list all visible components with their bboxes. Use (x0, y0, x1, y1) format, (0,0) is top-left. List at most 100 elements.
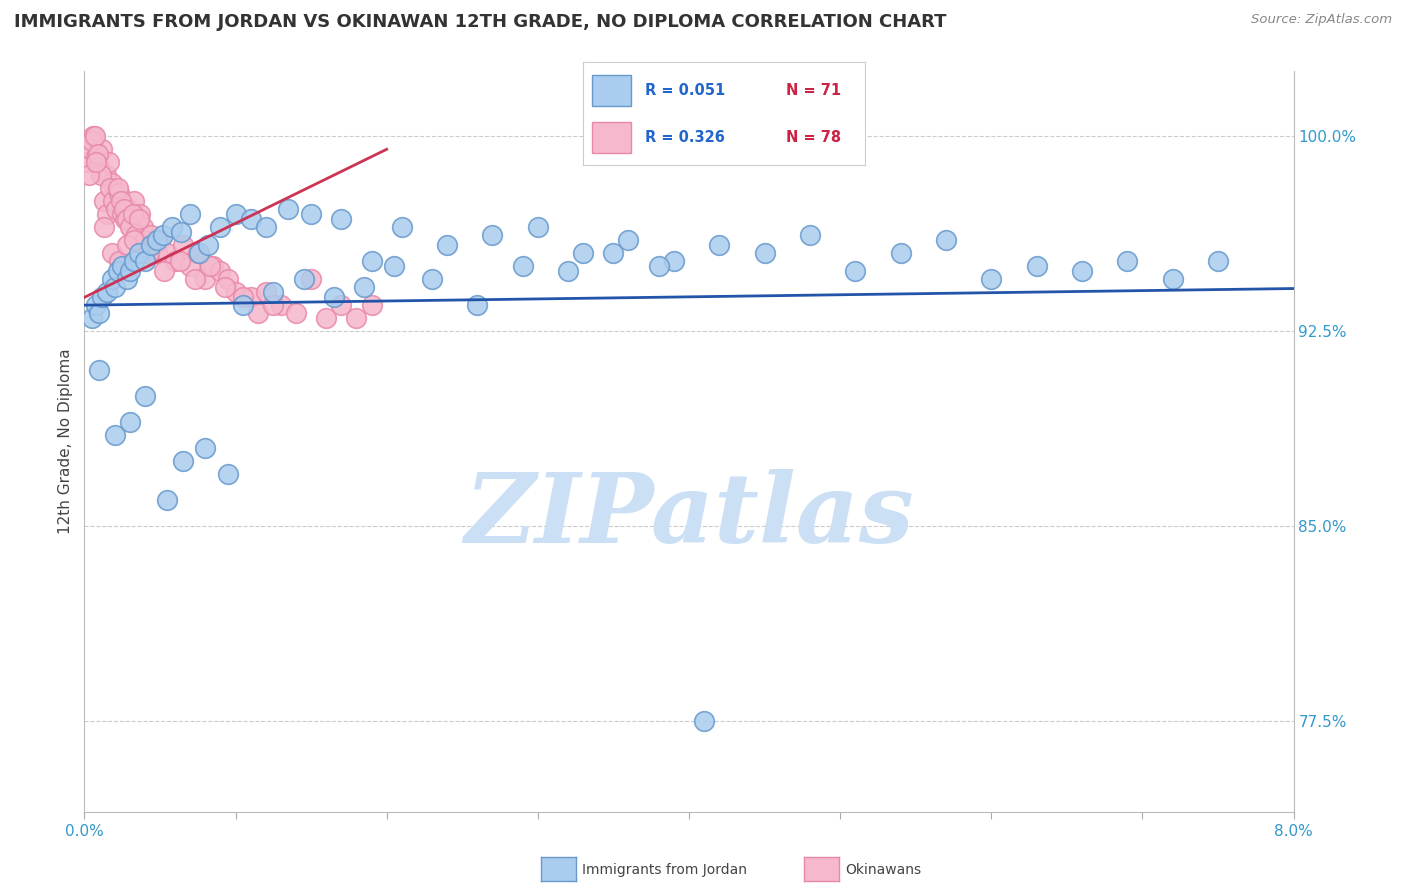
Text: Immigrants from Jordan: Immigrants from Jordan (582, 863, 747, 877)
Point (142, 238, 165, 252)
Point (322, 290, 344, 304)
Point (122, 233, 145, 247)
Point (107, 181, 129, 195)
Point (100, 246, 122, 260)
Point (110, 194, 132, 209)
Point (111, 259, 134, 273)
Text: IMMIGRANTS FROM JORDAN VS OKINAWAN 12TH GRADE, NO DIPLOMA CORRELATION CHART: IMMIGRANTS FROM JORDAN VS OKINAWAN 12TH … (14, 13, 946, 31)
Point (420, 272, 443, 286)
Point (844, 264, 866, 278)
Point (125, 227, 148, 242)
Point (247, 306, 270, 320)
Point (799, 227, 821, 242)
Point (214, 280, 236, 294)
Point (382, 259, 405, 273)
Point (156, 246, 179, 260)
Point (94, 168, 117, 182)
Point (1116, 254, 1139, 268)
Point (114, 212, 136, 227)
Point (107, 264, 129, 278)
Point (153, 264, 176, 278)
Point (217, 272, 239, 286)
Point (118, 264, 141, 278)
Point (139, 238, 162, 252)
Point (754, 246, 776, 260)
Point (80, 135, 103, 149)
Point (139, 227, 162, 242)
Point (115, 272, 138, 286)
Point (1025, 259, 1047, 273)
Text: Source: ZipAtlas.com: Source: ZipAtlas.com (1251, 13, 1392, 27)
Point (330, 298, 353, 312)
Point (82, 129, 104, 144)
Text: R = 0.326: R = 0.326 (645, 130, 725, 145)
Point (138, 246, 160, 260)
Point (128, 212, 150, 227)
Point (292, 272, 315, 286)
Point (169, 254, 191, 268)
Point (183, 272, 205, 286)
Point (315, 311, 337, 326)
Point (1206, 254, 1229, 268)
Point (512, 259, 534, 273)
Point (115, 212, 138, 227)
Point (198, 259, 221, 273)
Point (96, 207, 118, 221)
Text: N = 78: N = 78 (786, 130, 841, 145)
Text: ZIPatlas: ZIPatlas (464, 468, 914, 563)
Point (128, 246, 150, 260)
Point (1161, 272, 1184, 286)
Point (149, 233, 172, 247)
Point (127, 212, 149, 227)
Point (262, 298, 284, 312)
Point (134, 233, 156, 247)
Point (172, 454, 194, 468)
Point (108, 186, 131, 201)
Point (131, 238, 153, 252)
Point (122, 194, 145, 209)
Point (709, 238, 731, 252)
Point (93, 220, 115, 235)
Point (254, 220, 277, 235)
Point (100, 176, 122, 190)
Point (98, 181, 121, 195)
Point (104, 186, 127, 201)
Point (89, 161, 111, 175)
Point (187, 246, 209, 260)
Point (277, 202, 299, 216)
Point (217, 467, 239, 481)
Point (91, 142, 114, 156)
Point (209, 264, 232, 278)
Point (120, 220, 142, 235)
Point (86, 150, 108, 164)
Point (254, 285, 277, 300)
Point (299, 272, 322, 286)
Point (108, 254, 131, 268)
Text: R = 0.051: R = 0.051 (645, 83, 725, 97)
Point (79, 142, 101, 156)
Point (232, 290, 254, 304)
Point (121, 207, 143, 221)
Point (146, 246, 169, 260)
Point (194, 441, 217, 455)
Point (172, 238, 194, 252)
Point (225, 285, 247, 300)
Point (91, 290, 114, 304)
Point (89, 306, 111, 320)
Point (112, 202, 135, 216)
Point (118, 415, 141, 429)
Point (132, 220, 155, 235)
Point (693, 714, 716, 728)
Point (76, 155, 98, 169)
Text: N = 71: N = 71 (786, 83, 841, 97)
Point (101, 194, 124, 209)
Point (481, 227, 503, 242)
Point (84, 129, 107, 144)
Point (467, 298, 489, 312)
Point (436, 238, 458, 252)
Point (284, 306, 308, 320)
Point (146, 233, 169, 247)
Point (117, 202, 139, 216)
Point (77, 168, 100, 182)
Point (890, 246, 912, 260)
